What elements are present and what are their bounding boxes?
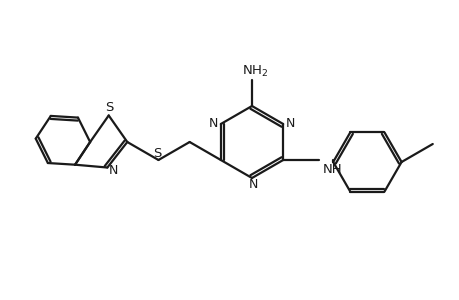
- Text: N: N: [108, 164, 118, 177]
- Text: NH$_2$: NH$_2$: [241, 64, 268, 79]
- Text: NH: NH: [323, 163, 342, 176]
- Text: N: N: [248, 178, 257, 191]
- Text: N: N: [285, 116, 294, 130]
- Text: S: S: [105, 101, 114, 114]
- Text: S: S: [153, 146, 161, 160]
- Text: N: N: [209, 116, 218, 130]
